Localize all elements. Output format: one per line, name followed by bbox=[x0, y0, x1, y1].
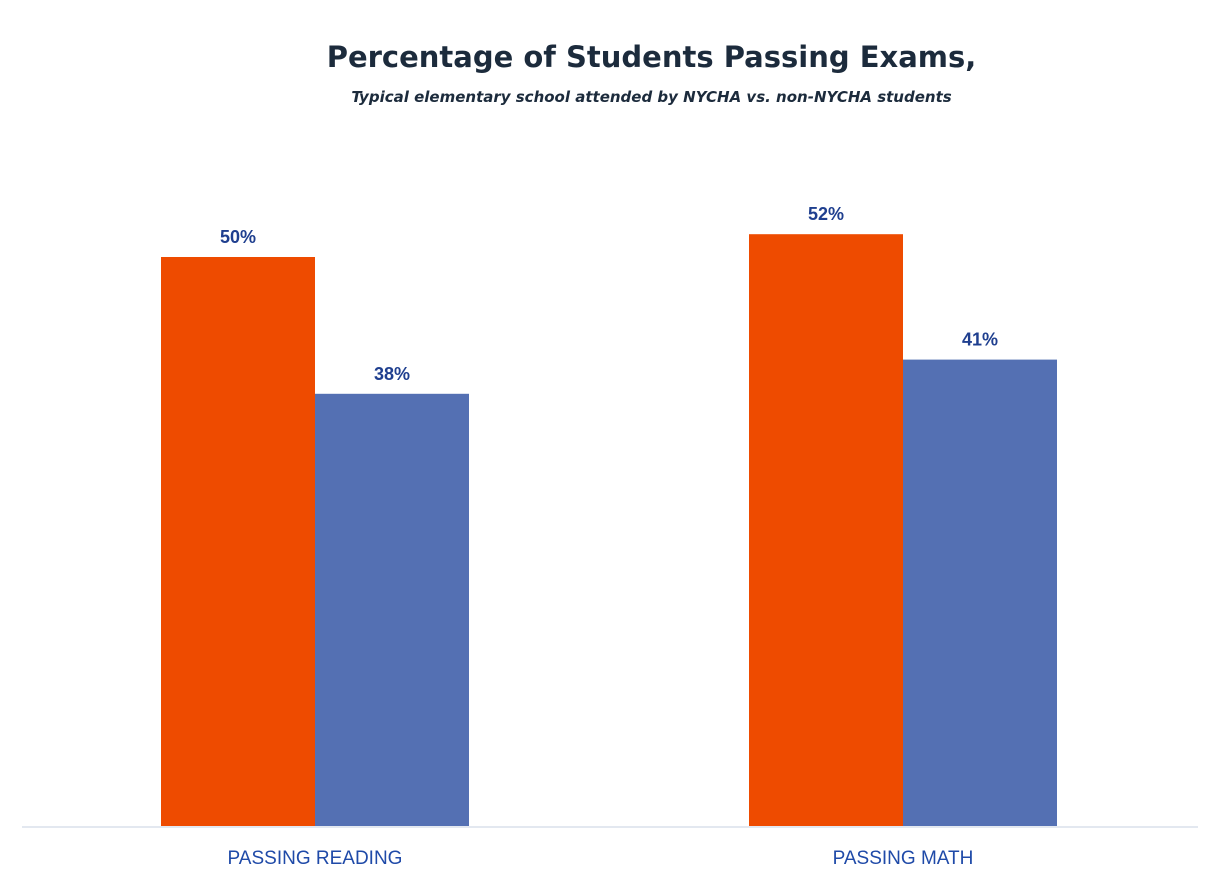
data-label: 38% bbox=[374, 364, 410, 384]
data-label: 50% bbox=[220, 227, 256, 247]
category-label: PASSING READING bbox=[228, 848, 403, 869]
bar-2-series-1 bbox=[749, 234, 903, 827]
chart-title: Percentage of Students Passing Exams, bbox=[326, 40, 977, 74]
category-label: PASSING MATH bbox=[833, 848, 974, 869]
data-label: 41% bbox=[962, 330, 998, 350]
bar-1-series-1 bbox=[161, 257, 315, 827]
bar-2-series-2 bbox=[903, 359, 1057, 827]
data-label: 52% bbox=[808, 204, 844, 224]
bar-1-series-2 bbox=[315, 393, 469, 827]
chart-subtitle: Typical elementary school attended by NY… bbox=[351, 88, 952, 106]
